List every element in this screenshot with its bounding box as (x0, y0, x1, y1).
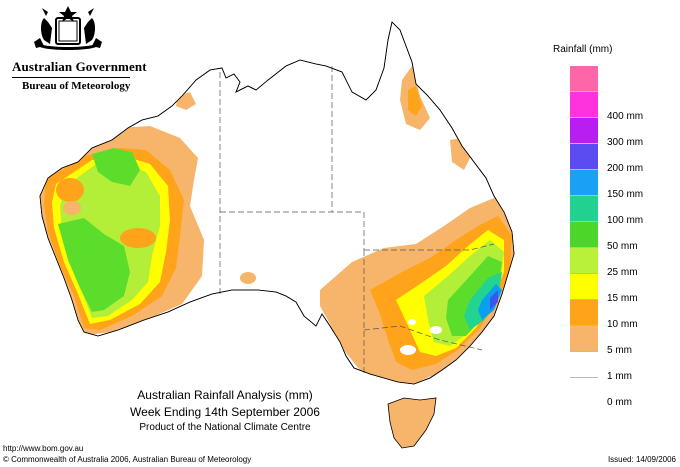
rainfall-zones (40, 66, 514, 384)
legend-label: 5 mm (607, 345, 632, 356)
legend-item: 1 mm (570, 352, 660, 382)
legend-swatch (570, 352, 598, 378)
state-borders (219, 66, 495, 376)
legend-item: 10 mm (570, 300, 660, 330)
rain-zone-5mm-wa-west (56, 178, 84, 202)
map-title: Australian Rainfall Analysis (mm) (137, 388, 313, 402)
legend-swatch (570, 196, 598, 222)
footer-issued: Issued: 14/09/2006 (607, 455, 676, 464)
rain-zone-1mm-wa-west (63, 201, 81, 215)
legend-title: Rainfall (mm) (553, 44, 613, 55)
tasmania (387, 397, 437, 449)
legend-label: 25 mm (607, 267, 638, 278)
rain-zone-150mm-east (490, 290, 498, 310)
legend-item: 400 mm (570, 92, 660, 122)
legend-item: 200 mm (570, 144, 660, 174)
legend-label: 400 mm (607, 111, 644, 122)
government-name: Australian Government (12, 59, 147, 74)
footer-url[interactable]: http://www.bom.gov.au (3, 444, 84, 453)
legend-label: 100 mm (607, 215, 644, 226)
legend-swatch (570, 92, 598, 118)
legend-item: 100 mm (570, 196, 660, 226)
rain-zone-1mm-central (240, 272, 256, 284)
header-divider (12, 77, 130, 78)
legend-swatch (570, 118, 598, 144)
legend-label: 0 mm (607, 397, 632, 408)
legend-item: 25 mm (570, 248, 660, 278)
legend-swatch (570, 248, 598, 274)
legend-swatch (570, 144, 598, 170)
commonwealth-coat-of-arms-icon (34, 6, 102, 50)
mainland-coastline (39, 21, 515, 385)
legend-swatch (570, 170, 598, 196)
legend-swatch (570, 326, 598, 352)
map-product: Product of the National Climate Centre (139, 422, 311, 433)
legend-item: 0 mm (570, 378, 660, 408)
legend-item (570, 66, 660, 92)
legend-label: 200 mm (607, 163, 644, 174)
legend-swatch (570, 222, 598, 248)
rain-zone-25mm-wa-north (92, 148, 140, 186)
legend-swatch (570, 300, 598, 326)
legend-swatch (570, 66, 598, 92)
legend-label: 50 mm (607, 241, 638, 252)
nsw-vic-border (363, 325, 483, 351)
dry-patch-3 (408, 319, 416, 325)
bureau-name: Bureau of Meteorology (22, 80, 131, 92)
legend-label: 1 mm (607, 371, 632, 382)
legend-item: 150 mm (570, 170, 660, 200)
legend-label: 150 mm (607, 189, 644, 200)
dry-patch-1 (400, 345, 416, 355)
legend-label: 10 mm (607, 319, 638, 330)
legend-item: 5 mm (570, 326, 660, 356)
legend-label: 15 mm (607, 293, 638, 304)
legend-swatch (570, 274, 598, 300)
legend-label: 300 mm (607, 137, 644, 148)
legend-item: 300 mm (570, 118, 660, 148)
footer-copyright: © Commonwealth of Australia 2006, Austra… (3, 455, 252, 464)
qld-nsw-border (364, 243, 495, 251)
dry-patch-2 (430, 326, 442, 334)
legend-item: 50 mm (570, 222, 660, 252)
rain-zone-5mm-wa-center (120, 228, 156, 248)
rain-zone-5mm-qld (408, 86, 422, 116)
legend-item: 15 mm (570, 274, 660, 304)
rain-zone-25mm-wa (58, 218, 130, 312)
map-week: Week Ending 14th September 2006 (130, 405, 320, 419)
header: Australian Government Bureau of Meteorol… (0, 0, 147, 100)
